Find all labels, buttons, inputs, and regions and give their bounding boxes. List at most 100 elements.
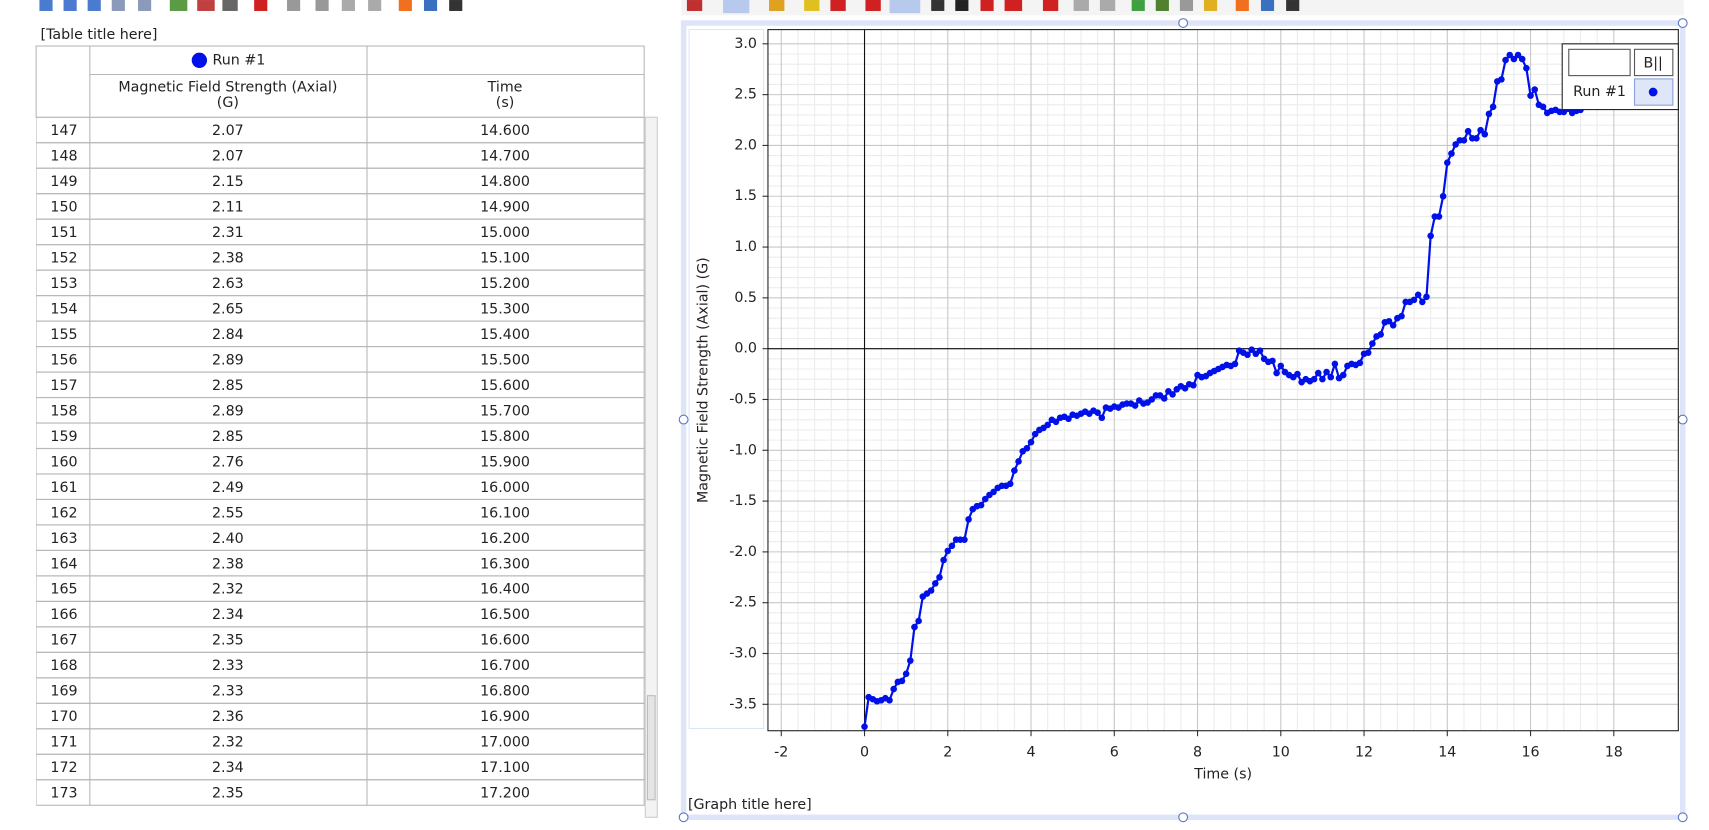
column-header: Magnetic Field Strength (Axial) bbox=[118, 80, 337, 96]
data-point bbox=[1160, 395, 1168, 402]
time-cell: 14.600 bbox=[480, 123, 530, 139]
data-point bbox=[1369, 340, 1376, 347]
data-point bbox=[1460, 137, 1468, 144]
y-tick-label: 2.0 bbox=[734, 137, 757, 153]
data-point bbox=[1439, 192, 1447, 200]
data-point bbox=[1131, 402, 1139, 409]
data-point bbox=[977, 501, 985, 509]
table-row[interactable] bbox=[36, 498, 645, 526]
data-point bbox=[1314, 369, 1322, 377]
legend-cell bbox=[1568, 48, 1631, 77]
field-cell: 2.33 bbox=[212, 684, 244, 700]
data-point bbox=[1277, 362, 1285, 370]
x-tick-label: 2 bbox=[943, 745, 952, 761]
graph-title[interactable]: [Graph title here] bbox=[688, 797, 812, 813]
data-point bbox=[886, 696, 893, 704]
table-row[interactable] bbox=[36, 193, 645, 220]
data-point bbox=[915, 617, 922, 625]
field-cell: 2.34 bbox=[212, 760, 244, 776]
table-row[interactable] bbox=[36, 346, 645, 373]
row-number: 164 bbox=[50, 556, 77, 572]
table-row[interactable] bbox=[36, 626, 645, 653]
row-number: 166 bbox=[50, 607, 77, 623]
table-row[interactable] bbox=[36, 320, 645, 348]
table-row[interactable] bbox=[36, 422, 645, 450]
time-cell: 15.000 bbox=[480, 225, 530, 241]
table-title[interactable]: [Table title here] bbox=[41, 27, 158, 43]
data-point bbox=[1539, 103, 1547, 111]
data-point bbox=[1527, 92, 1534, 99]
y-axis-label: Magnetic Field Strength (Axial) (G) bbox=[695, 257, 711, 503]
table-row[interactable] bbox=[36, 117, 645, 144]
time-cell: 16.000 bbox=[480, 480, 530, 496]
table-row[interactable] bbox=[36, 473, 645, 501]
y-tick-label: 0.0 bbox=[734, 341, 757, 357]
table-row[interactable] bbox=[36, 447, 645, 475]
y-tick-label: 0.5 bbox=[734, 290, 757, 306]
time-cell: 17.100 bbox=[480, 760, 530, 776]
table-row[interactable] bbox=[36, 244, 645, 271]
table-row[interactable] bbox=[36, 218, 645, 246]
data-point bbox=[1377, 331, 1384, 338]
data-point bbox=[1364, 349, 1372, 357]
field-cell: 2.32 bbox=[212, 735, 244, 751]
data-point bbox=[1190, 381, 1197, 389]
x-tick-label: 4 bbox=[1027, 745, 1036, 761]
graph-toolbar[interactable] bbox=[681, 0, 1684, 16]
field-cell: 2.11 bbox=[212, 200, 244, 216]
table-row[interactable] bbox=[36, 295, 645, 322]
data-point bbox=[902, 670, 910, 678]
data-point bbox=[1427, 232, 1434, 240]
table-row[interactable] bbox=[36, 753, 645, 781]
table-row[interactable] bbox=[36, 524, 645, 551]
table-row[interactable] bbox=[36, 575, 645, 602]
data-point bbox=[1423, 293, 1430, 301]
field-cell: 2.33 bbox=[212, 658, 244, 674]
time-cell: 16.100 bbox=[480, 505, 530, 521]
table-row[interactable] bbox=[36, 549, 645, 577]
table-row[interactable] bbox=[36, 677, 645, 704]
data-point bbox=[965, 516, 972, 523]
x-tick-label: 6 bbox=[1110, 745, 1119, 761]
data-point bbox=[1448, 150, 1455, 157]
row-number: 168 bbox=[50, 658, 77, 674]
time-cell: 15.700 bbox=[480, 403, 530, 419]
field-cell: 2.38 bbox=[212, 556, 244, 572]
time-cell: 17.000 bbox=[480, 735, 530, 751]
field-cell: 2.76 bbox=[212, 454, 244, 470]
table-row[interactable] bbox=[36, 779, 645, 806]
table-row[interactable] bbox=[36, 269, 645, 297]
time-cell: 16.600 bbox=[480, 633, 530, 649]
data-point bbox=[1435, 213, 1443, 220]
table-row[interactable] bbox=[36, 600, 645, 628]
data-point bbox=[1294, 370, 1301, 378]
row-number: 147 bbox=[50, 123, 77, 139]
data-point bbox=[911, 623, 918, 631]
data-point bbox=[1502, 56, 1509, 64]
field-cell: 2.49 bbox=[212, 480, 244, 496]
row-number: 172 bbox=[50, 760, 77, 776]
x-tick-label: 8 bbox=[1193, 745, 1202, 761]
table-row[interactable] bbox=[36, 371, 645, 399]
row-number: 161 bbox=[50, 480, 77, 496]
table-toolbar[interactable] bbox=[39, 0, 463, 11]
data-point bbox=[1356, 359, 1364, 367]
scrollbar[interactable] bbox=[644, 116, 658, 818]
table-row[interactable] bbox=[36, 167, 645, 195]
y-tick-label: -3.5 bbox=[729, 696, 757, 712]
table-row[interactable] bbox=[36, 702, 645, 730]
data-point bbox=[1310, 375, 1318, 383]
table-row[interactable] bbox=[36, 396, 645, 424]
table-row[interactable] bbox=[36, 651, 645, 679]
data-point bbox=[1510, 55, 1518, 63]
row-number: 158 bbox=[50, 403, 77, 419]
data-point bbox=[1477, 126, 1484, 134]
scroll-thumb[interactable] bbox=[646, 695, 656, 801]
row-number: 169 bbox=[50, 684, 77, 700]
data-point bbox=[1231, 360, 1239, 368]
time-cell: 15.300 bbox=[480, 301, 530, 317]
table-row[interactable] bbox=[36, 142, 645, 169]
data-point bbox=[1398, 312, 1405, 320]
table-row[interactable] bbox=[36, 728, 645, 755]
data-point bbox=[1148, 396, 1156, 403]
